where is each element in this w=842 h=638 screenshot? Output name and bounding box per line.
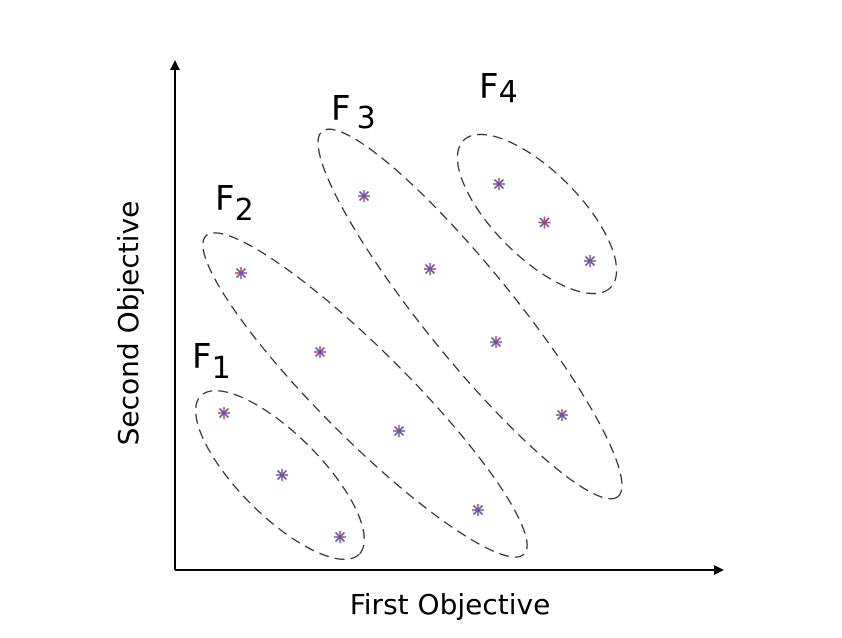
front-1-point (276, 469, 288, 481)
y-axis-title: Second Objective (112, 201, 145, 446)
front-2-label: F2 (215, 179, 254, 228)
front-2-point (235, 267, 247, 279)
front-3-boundary (317, 128, 623, 500)
front-2-boundary (202, 232, 528, 558)
front-2-point (393, 425, 405, 437)
front-3-point (358, 190, 370, 202)
front-1-point (218, 407, 230, 419)
front-4-label: F4 (479, 67, 518, 110)
front-2-point (472, 504, 484, 516)
front-1-boundary (195, 390, 365, 560)
front-2-point (314, 346, 326, 358)
x-axis-title: First Objective (350, 588, 551, 621)
solution-markers (218, 178, 596, 543)
front-3-point (424, 263, 436, 275)
front-4-point (493, 178, 505, 190)
front-3-point (490, 336, 502, 348)
front-3-point (556, 409, 568, 421)
front-1-point (334, 531, 346, 543)
front-1-label: F1 (192, 337, 231, 386)
front-4-boundary (456, 133, 618, 295)
front-4-point (584, 255, 596, 267)
front-4-point (538, 216, 551, 229)
